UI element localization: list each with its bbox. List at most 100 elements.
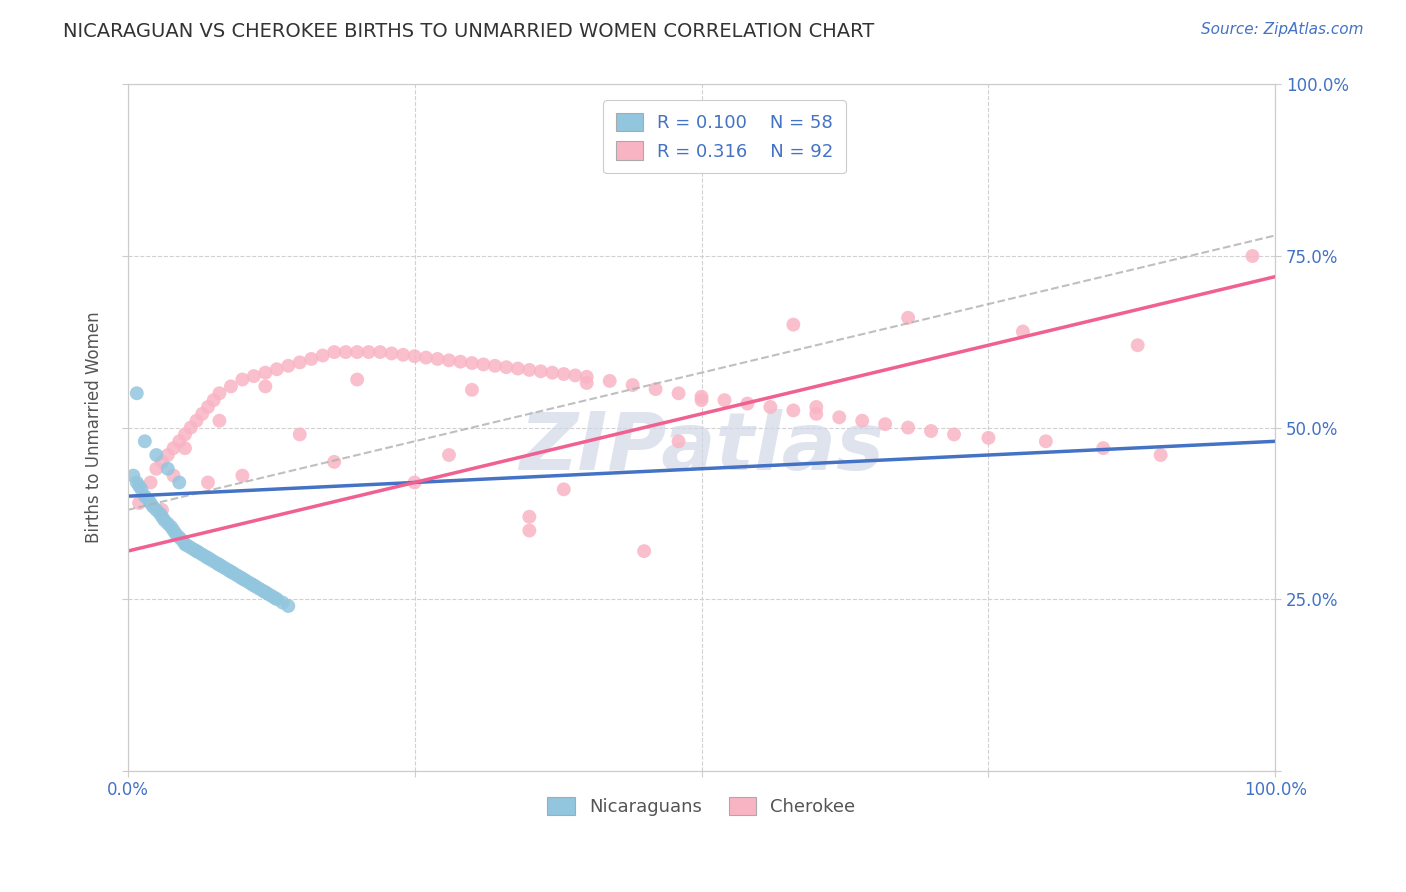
Point — [222, 566, 245, 580]
Point — [180, 541, 202, 555]
Point — [125, 386, 148, 401]
Point — [153, 513, 176, 527]
Point — [346, 345, 368, 359]
Point — [335, 345, 357, 359]
Point — [517, 524, 540, 538]
Text: Source: ZipAtlas.com: Source: ZipAtlas.com — [1201, 22, 1364, 37]
Point — [564, 368, 586, 383]
Point — [191, 407, 214, 421]
Point — [461, 356, 484, 370]
Point — [208, 414, 231, 428]
Point — [288, 427, 311, 442]
Point — [392, 348, 415, 362]
Point — [323, 455, 346, 469]
Point — [977, 431, 1000, 445]
Point — [186, 414, 208, 428]
Point — [254, 585, 277, 599]
Point — [208, 558, 231, 572]
Point — [142, 500, 165, 514]
Point — [197, 475, 219, 490]
Point — [517, 363, 540, 377]
Point — [668, 434, 690, 449]
Point — [1092, 441, 1115, 455]
Point — [851, 414, 873, 428]
Point — [277, 599, 299, 613]
Point — [806, 407, 828, 421]
Point — [517, 509, 540, 524]
Point — [145, 503, 167, 517]
Point — [160, 520, 183, 534]
Point — [737, 396, 759, 410]
Point — [271, 596, 294, 610]
Point — [266, 362, 288, 376]
Point — [243, 578, 266, 592]
Point — [145, 448, 167, 462]
Point — [484, 359, 506, 373]
Point — [254, 366, 277, 380]
Point — [256, 587, 278, 601]
Point — [312, 349, 335, 363]
Point — [122, 468, 145, 483]
Point — [225, 568, 247, 582]
Point — [368, 345, 391, 359]
Point — [156, 516, 179, 531]
Point — [553, 367, 575, 381]
Point — [1035, 434, 1057, 449]
Point — [172, 533, 194, 548]
Point — [197, 400, 219, 414]
Point — [219, 379, 242, 393]
Point — [690, 390, 713, 404]
Point — [134, 489, 156, 503]
Point — [167, 475, 190, 490]
Point — [575, 369, 598, 384]
Point — [200, 552, 222, 566]
Point — [575, 376, 598, 390]
Point — [186, 544, 208, 558]
Point — [437, 353, 460, 368]
Point — [218, 563, 240, 577]
Point — [150, 509, 173, 524]
Point — [530, 364, 553, 378]
Point — [202, 554, 225, 568]
Point — [156, 461, 179, 475]
Point — [415, 351, 437, 365]
Point — [263, 591, 285, 605]
Point — [920, 424, 942, 438]
Point — [202, 393, 225, 408]
Point — [461, 383, 484, 397]
Point — [240, 577, 263, 591]
Point — [404, 475, 426, 490]
Point — [266, 592, 288, 607]
Point — [211, 559, 233, 574]
Point — [134, 434, 156, 449]
Point — [174, 427, 197, 442]
Point — [165, 527, 187, 541]
Point — [233, 573, 256, 587]
Point — [219, 565, 242, 579]
Point — [245, 580, 267, 594]
Point — [128, 479, 150, 493]
Point — [713, 393, 735, 408]
Point — [139, 475, 162, 490]
Point — [759, 400, 782, 414]
Point — [782, 403, 804, 417]
Point — [943, 427, 966, 442]
Point — [125, 475, 148, 490]
Point — [150, 503, 173, 517]
Point — [128, 496, 150, 510]
Point — [346, 372, 368, 386]
Point — [191, 548, 214, 562]
Point — [231, 468, 253, 483]
Point — [252, 583, 274, 598]
Point — [243, 369, 266, 384]
Point — [690, 393, 713, 408]
Point — [145, 461, 167, 475]
Point — [231, 372, 253, 386]
Point — [197, 551, 219, 566]
Point — [254, 379, 277, 393]
Point — [229, 570, 252, 584]
Point — [875, 417, 897, 431]
Point — [1149, 448, 1171, 462]
Point — [139, 496, 162, 510]
Point — [174, 441, 197, 455]
